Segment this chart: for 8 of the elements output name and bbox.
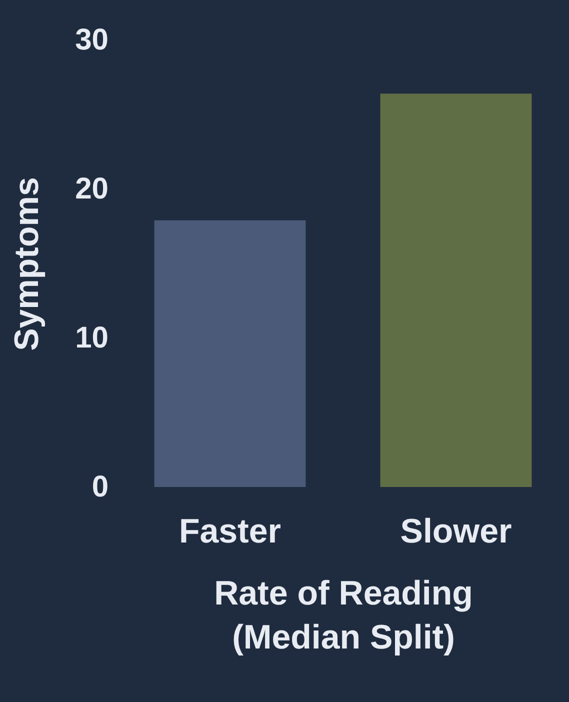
y-tick-label: 20 — [75, 172, 108, 206]
y-tick-label: 0 — [92, 470, 108, 504]
x-axis-title: Rate of Reading (Median Split) — [214, 574, 473, 656]
y-axis-title: Symptoms — [8, 177, 46, 351]
x-tick-label: Slower — [400, 512, 512, 550]
x-tick-label: Faster — [178, 512, 282, 550]
y-tick-label: 30 — [75, 24, 108, 56]
y-tick-label: 10 — [75, 322, 108, 354]
